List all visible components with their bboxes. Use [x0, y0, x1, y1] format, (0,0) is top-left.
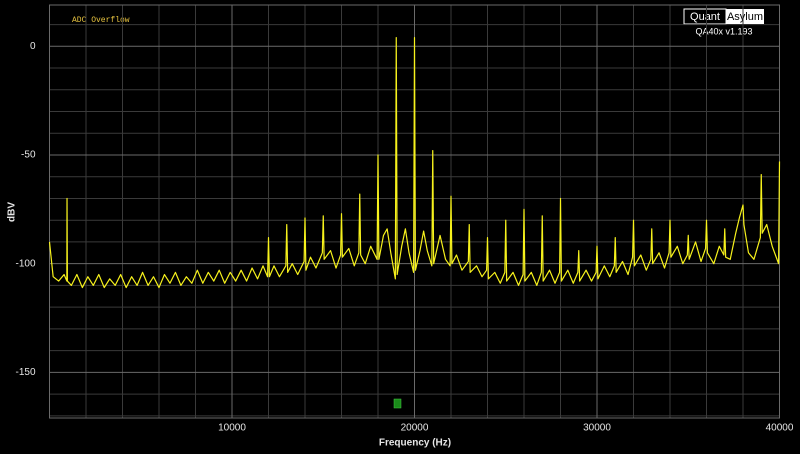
x-axis-label: Frequency (Hz)	[379, 438, 451, 449]
x-tick-label: 40000	[766, 423, 794, 434]
logo-right-box	[726, 9, 764, 24]
marker-indicator	[393, 398, 402, 409]
y-tick-label: -150	[15, 367, 35, 378]
x-tick-label: 30000	[583, 423, 611, 434]
x-tick-label: 10000	[218, 423, 246, 434]
y-tick-label: -100	[15, 258, 35, 269]
y-tick-label: -50	[21, 150, 36, 161]
annotation: ADC Overflow	[72, 16, 130, 25]
y-tick-label: 0	[30, 41, 36, 52]
y-axis-label: dBV	[7, 202, 18, 222]
x-tick-label: 20000	[401, 423, 429, 434]
logo-right: Asylum	[727, 11, 763, 23]
spectrum-line	[48, 37, 781, 289]
logo-left: Quant	[690, 11, 720, 23]
version: QA40x v1.193	[695, 26, 752, 36]
